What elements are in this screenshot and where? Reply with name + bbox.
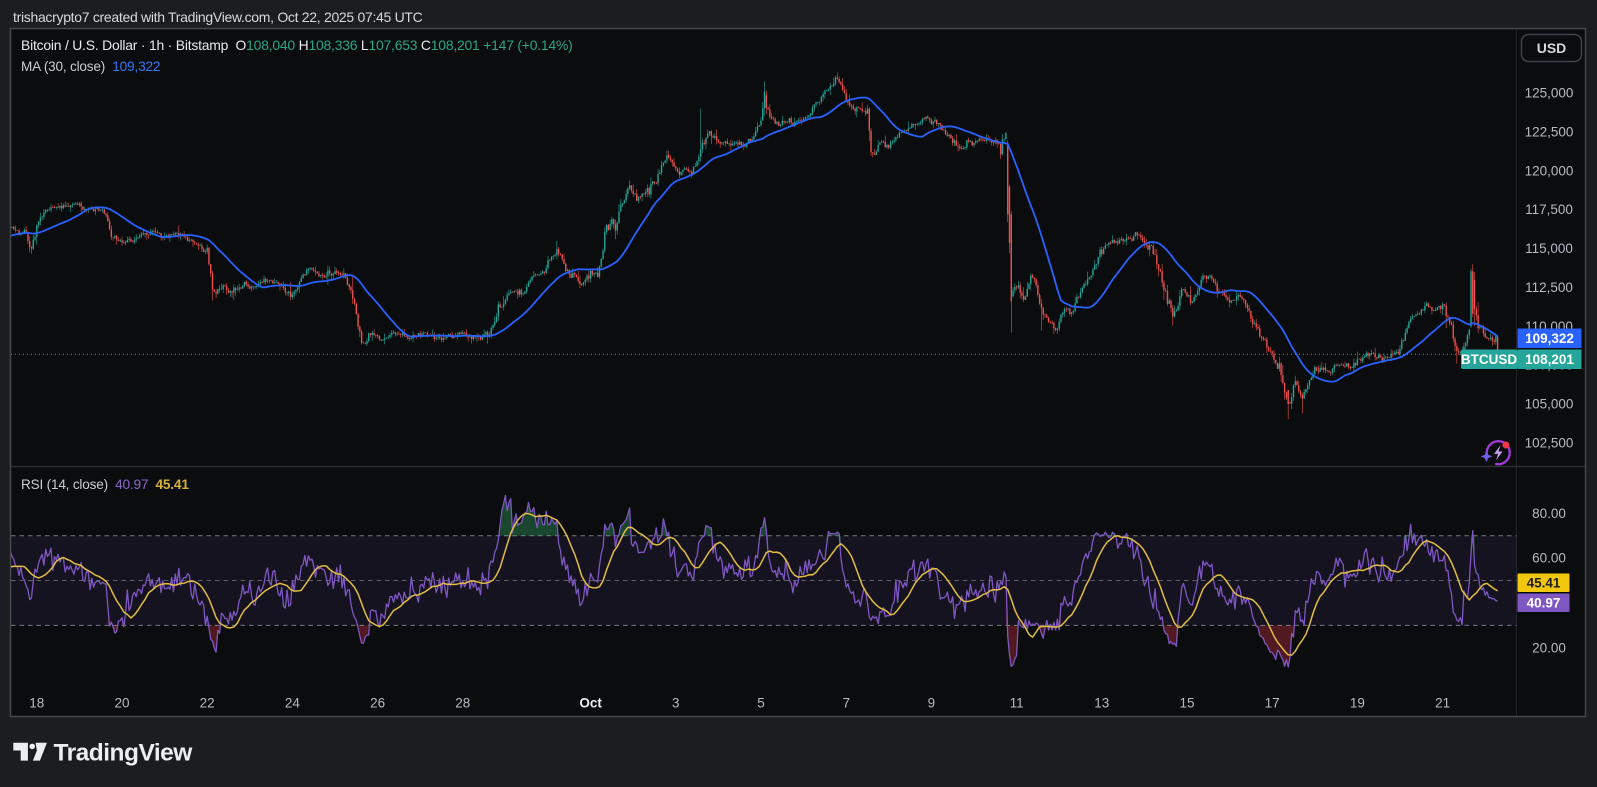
- svg-text:105,000: 105,000: [1525, 397, 1574, 412]
- svg-text:20: 20: [114, 696, 129, 711]
- svg-text:102,500: 102,500: [1525, 435, 1574, 450]
- svg-text:28: 28: [455, 696, 470, 711]
- svg-text:trishacrypto7 created with Tra: trishacrypto7 created with TradingView.c…: [13, 9, 423, 25]
- svg-text:11: 11: [1010, 696, 1024, 711]
- svg-text:9: 9: [928, 696, 936, 711]
- svg-text:20.00: 20.00: [1532, 640, 1566, 655]
- svg-text:Bitcoin / U.S. Dollar · 1h · B: Bitcoin / U.S. Dollar · 1h · Bitstamp O1…: [21, 37, 573, 53]
- svg-text:115,000: 115,000: [1525, 241, 1573, 256]
- svg-text:112,500: 112,500: [1525, 280, 1573, 295]
- svg-text:Oct: Oct: [579, 696, 602, 711]
- svg-text:109,322: 109,322: [1525, 331, 1574, 346]
- svg-text:BTCUSD: BTCUSD: [1461, 352, 1517, 367]
- svg-text:24: 24: [285, 696, 301, 711]
- svg-text:3: 3: [672, 696, 680, 711]
- svg-text:19: 19: [1350, 696, 1365, 711]
- svg-text:17: 17: [1265, 696, 1280, 711]
- svg-text:21: 21: [1435, 696, 1450, 711]
- svg-text:45.41: 45.41: [1527, 576, 1561, 591]
- svg-text:117,500: 117,500: [1525, 202, 1573, 217]
- svg-text:60.00: 60.00: [1532, 551, 1566, 566]
- svg-text:108,201: 108,201: [1525, 352, 1574, 367]
- svg-text:80.00: 80.00: [1532, 506, 1566, 521]
- svg-text:122,500: 122,500: [1525, 124, 1574, 139]
- svg-text:MA (30, close) 109,322: MA (30, close) 109,322: [21, 59, 160, 74]
- svg-text:40.97: 40.97: [1527, 596, 1561, 611]
- svg-text:13: 13: [1094, 696, 1109, 711]
- svg-text:18: 18: [29, 696, 44, 711]
- svg-text:5: 5: [757, 696, 765, 711]
- svg-text:USD: USD: [1537, 40, 1567, 56]
- svg-text:TradingView: TradingView: [54, 740, 194, 767]
- svg-text:22: 22: [200, 696, 215, 711]
- svg-text:RSI (14, close) 40.97 45.41: RSI (14, close) 40.97 45.41: [21, 477, 189, 492]
- svg-text:7: 7: [842, 696, 850, 711]
- svg-text:15: 15: [1179, 696, 1194, 711]
- svg-text:120,000: 120,000: [1525, 163, 1574, 178]
- svg-text:125,000: 125,000: [1525, 86, 1574, 101]
- svg-text:26: 26: [370, 696, 385, 711]
